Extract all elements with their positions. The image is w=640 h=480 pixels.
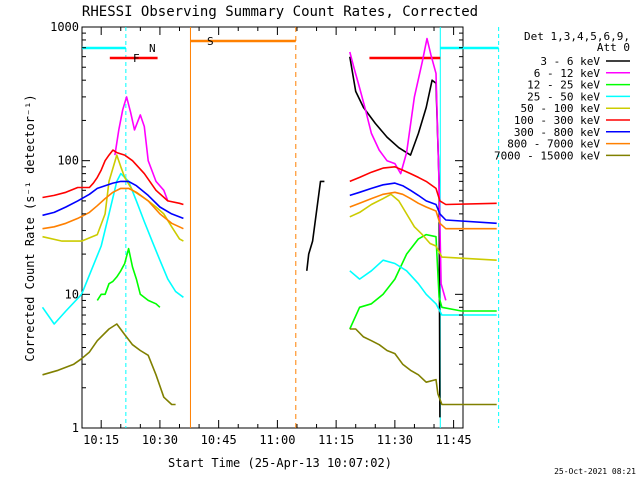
legend-label-2: 12 - 25 keV xyxy=(527,79,600,92)
series-line-8-seg-0 xyxy=(42,323,176,406)
series-line-4-seg-1 xyxy=(349,193,497,261)
x-tick-label-0: 10:15 xyxy=(83,433,119,447)
axes: 10:15 10:30 10:45 11:00 11:15 11:30 11:45 1 10 10… xyxy=(50,20,472,447)
legend-label-4: 50 - 100 keV xyxy=(521,102,601,115)
annotation-s: S xyxy=(207,35,214,48)
series-lines xyxy=(41,37,497,418)
timestamp: 25-Oct-2021 08:21 xyxy=(554,467,636,476)
series-line-0-seg-0 xyxy=(306,180,325,271)
series-line-8-seg-1 xyxy=(349,328,497,406)
legend-header-2: Att 0 xyxy=(597,41,630,54)
legend-label-3: 25 - 50 keV xyxy=(527,90,600,103)
annotation-n: N xyxy=(149,42,156,55)
series-line-3-seg-1 xyxy=(349,259,497,316)
x-tick-label-3: 11:00 xyxy=(259,433,295,447)
plot-frame xyxy=(81,26,464,429)
x-tick-label-6: 11:45 xyxy=(436,433,472,447)
series-line-7-seg-1 xyxy=(349,191,497,230)
legend-label-1: 6 - 12 keV xyxy=(534,67,601,80)
series-line-5-seg-1 xyxy=(349,166,497,206)
chart-title: RHESSI Observing Summary Count Rates, Co… xyxy=(82,4,478,20)
legend-label-8: 7000 - 15000 keV xyxy=(494,149,600,162)
series-line-2-seg-1 xyxy=(349,233,497,330)
x-axis-label: Start Time (25-Apr-13 10:07:02) xyxy=(168,456,392,470)
series-line-1-seg-0 xyxy=(114,96,169,202)
series-line-0-seg-1 xyxy=(349,56,441,418)
legend-label-0: 3 - 6 keV xyxy=(540,55,600,68)
series-line-2-seg-0 xyxy=(96,247,161,308)
x-tick-label-1: 10:30 xyxy=(142,433,178,447)
x-tick-label-2: 10:45 xyxy=(201,433,237,447)
series-line-6-seg-1 xyxy=(349,182,497,225)
y-tick-label-2: 100 xyxy=(57,154,79,168)
legend-label-5: 100 - 300 keV xyxy=(514,114,600,127)
y-tick-label-0: 1 xyxy=(72,421,79,435)
legend-header-1: Det 1,3,4,5,6,9, xyxy=(524,30,630,43)
x-tick-label-4: 11:15 xyxy=(318,433,354,447)
legend-label-7: 800 - 7000 keV xyxy=(507,138,600,151)
y-tick-label-3: 1000 xyxy=(50,20,79,34)
y-axis-label: Corrected Count Rate (s⁻¹ detector⁻¹) xyxy=(23,94,37,361)
annotation-f: F xyxy=(133,52,140,65)
x-tick-label-5: 11:30 xyxy=(377,433,413,447)
series-line-1-seg-1 xyxy=(349,37,447,301)
legend-label-6: 300 - 800 keV xyxy=(514,126,600,139)
y-tick-label-1: 10 xyxy=(65,287,79,301)
series-line-6-seg-0 xyxy=(42,180,184,220)
series-line-7-seg-0 xyxy=(42,187,184,230)
series-line-5-seg-0 xyxy=(42,149,184,206)
